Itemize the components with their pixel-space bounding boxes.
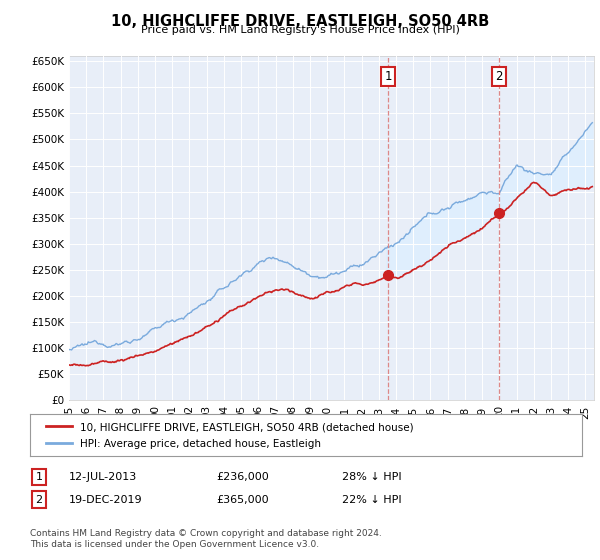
Text: Price paid vs. HM Land Registry's House Price Index (HPI): Price paid vs. HM Land Registry's House … [140, 25, 460, 35]
Text: £365,000: £365,000 [216, 494, 269, 505]
Text: 2: 2 [35, 494, 43, 505]
Text: 19-DEC-2019: 19-DEC-2019 [69, 494, 143, 505]
Legend: 10, HIGHCLIFFE DRIVE, EASTLEIGH, SO50 4RB (detached house), HPI: Average price, : 10, HIGHCLIFFE DRIVE, EASTLEIGH, SO50 4R… [41, 417, 419, 454]
Text: 2: 2 [495, 71, 503, 83]
Text: Contains HM Land Registry data © Crown copyright and database right 2024.
This d: Contains HM Land Registry data © Crown c… [30, 529, 382, 549]
Text: 12-JUL-2013: 12-JUL-2013 [69, 472, 137, 482]
Text: 10, HIGHCLIFFE DRIVE, EASTLEIGH, SO50 4RB: 10, HIGHCLIFFE DRIVE, EASTLEIGH, SO50 4R… [111, 14, 489, 29]
Text: £236,000: £236,000 [216, 472, 269, 482]
Text: 1: 1 [35, 472, 43, 482]
Text: 1: 1 [385, 71, 392, 83]
Text: 28% ↓ HPI: 28% ↓ HPI [342, 472, 401, 482]
Text: 22% ↓ HPI: 22% ↓ HPI [342, 494, 401, 505]
